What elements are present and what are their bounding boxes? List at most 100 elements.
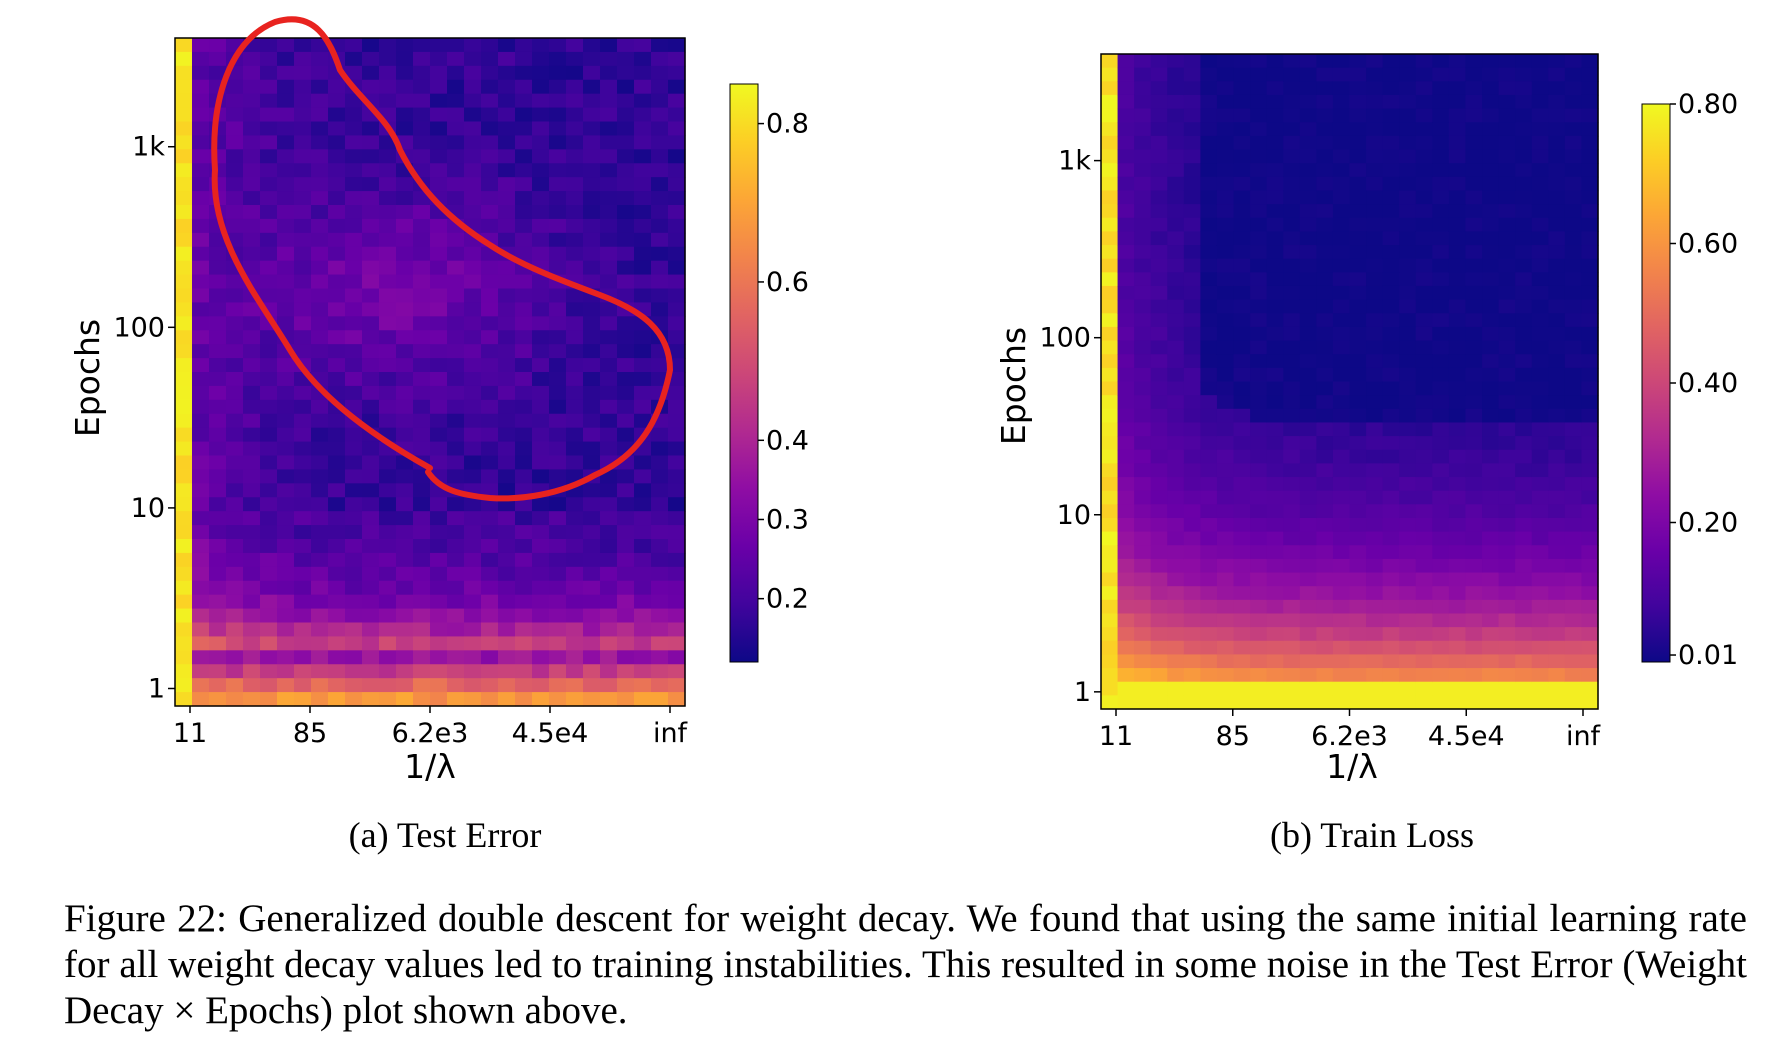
test-error-cell — [294, 316, 312, 331]
train-loss-cell — [1432, 285, 1450, 301]
train-loss-cell — [1299, 231, 1317, 246]
test-error-cell — [583, 163, 601, 178]
train-loss-cell — [1465, 367, 1483, 383]
train-loss-cell — [1150, 135, 1168, 151]
test-error-cell — [226, 163, 244, 178]
train-loss-cell — [1200, 558, 1218, 574]
test-error-cell — [294, 497, 312, 512]
test-error-cell — [226, 636, 244, 651]
test-error-cell — [481, 218, 499, 234]
train-loss-cell — [1167, 408, 1185, 424]
train-loss-cell — [1101, 176, 1119, 192]
train-loss-cell — [1515, 504, 1533, 519]
train-loss-cell — [1399, 599, 1417, 615]
test-error-cell — [277, 288, 295, 304]
train-loss-cell — [1183, 436, 1201, 451]
train-loss-cell — [1216, 313, 1235, 328]
train-loss-cell — [1250, 67, 1268, 82]
test-error-cell — [260, 525, 278, 540]
train-loss-cell — [1448, 449, 1467, 464]
test-error-cell — [600, 372, 618, 387]
train-loss-cell — [1548, 395, 1566, 410]
test-error-cell — [192, 149, 210, 164]
test-error-cell — [515, 678, 533, 693]
test-error-cell — [311, 511, 329, 526]
test-error-cell — [328, 441, 346, 457]
train-loss-cell — [1349, 272, 1367, 287]
train-loss-cell — [1415, 149, 1433, 164]
train-loss-cell — [1515, 695, 1533, 710]
test-error-cell — [328, 650, 346, 665]
test-error-cell — [515, 427, 533, 443]
test-error-cell — [566, 552, 584, 568]
train-loss-cell — [1316, 572, 1334, 587]
test-error-cell — [634, 205, 652, 220]
test-error-cell — [651, 469, 669, 484]
test-error-cell — [430, 344, 448, 359]
train-loss-cell — [1581, 67, 1599, 82]
train-loss-cell — [1216, 285, 1235, 301]
train-loss-cell — [1316, 558, 1334, 574]
train-loss-cell — [1366, 258, 1384, 273]
train-loss-cell — [1498, 627, 1516, 642]
train-loss-cell — [1531, 517, 1549, 533]
train-loss-cell — [1515, 122, 1533, 137]
train-loss-cell — [1233, 217, 1251, 232]
train-loss-cell — [1564, 122, 1583, 137]
train-loss-cell — [1233, 354, 1251, 369]
train-loss-cell — [1150, 654, 1168, 669]
train-loss-cell — [1266, 695, 1284, 710]
train-loss-cell — [1531, 477, 1549, 492]
test-error-cell — [294, 441, 312, 457]
test-error-cell — [277, 566, 295, 582]
train-loss-cell — [1332, 176, 1351, 192]
test-error-cell — [464, 608, 482, 624]
train-loss-cell — [1101, 81, 1119, 96]
train-loss-cell — [1432, 313, 1450, 328]
test-error-cell — [634, 469, 652, 484]
test-error-cell — [277, 511, 295, 526]
train-loss-cell — [1465, 572, 1483, 587]
test-error-cell — [379, 511, 397, 526]
test-error-cell — [226, 372, 244, 387]
train-loss-cell — [1283, 654, 1301, 669]
train-loss-cell — [1399, 504, 1417, 519]
test-error-cell — [396, 121, 414, 137]
train-loss-cell — [1250, 449, 1268, 464]
test-error-cell — [498, 427, 516, 443]
train-loss-cell — [1465, 449, 1483, 464]
train-loss-cell — [1299, 81, 1317, 96]
train-loss-cell — [1250, 504, 1268, 519]
train-loss-cell — [1233, 477, 1251, 492]
test-error-cell — [311, 274, 329, 290]
train-loss-cell — [1183, 340, 1201, 355]
test-error-cell — [583, 622, 601, 638]
test-error-cell — [294, 177, 312, 192]
test-error-cell — [243, 385, 261, 401]
train-loss-cell — [1498, 395, 1516, 410]
test-error-cell — [226, 427, 244, 443]
test-error-cell — [226, 497, 244, 512]
test-error-cell — [566, 385, 584, 401]
test-error-cell — [532, 566, 550, 582]
test-error-cell — [328, 427, 346, 443]
test-error-cell — [430, 316, 448, 331]
train-loss-cell — [1482, 67, 1500, 82]
train-loss-cell — [1432, 81, 1450, 96]
train-loss-cell — [1349, 217, 1367, 232]
test-error-cell — [600, 552, 618, 568]
test-error-cell — [464, 93, 482, 109]
test-error-cell — [345, 525, 363, 540]
train-loss-cell — [1482, 190, 1500, 205]
test-error-cell — [498, 580, 516, 596]
test-error-cell — [379, 358, 397, 373]
test-error-cell — [311, 191, 329, 206]
test-error-cell — [600, 344, 618, 359]
train-loss-cell — [1266, 217, 1284, 232]
test-error-cell — [175, 372, 193, 387]
test-error-cell — [549, 455, 567, 471]
train-loss-cell — [1448, 204, 1467, 219]
test-error-cell — [481, 372, 499, 387]
test-error-cell — [362, 664, 380, 679]
train-loss-cell — [1448, 436, 1467, 451]
